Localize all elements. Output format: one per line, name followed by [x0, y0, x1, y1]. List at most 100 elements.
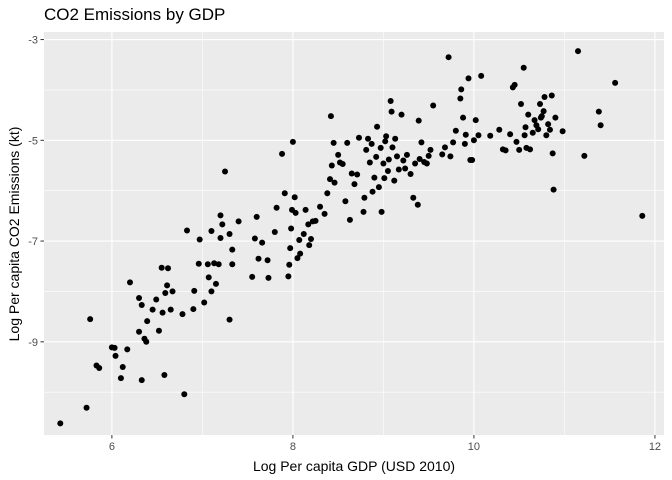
data-point — [441, 144, 448, 151]
data-point — [138, 302, 145, 309]
data-point — [639, 212, 646, 219]
data-point — [540, 108, 547, 115]
data-point — [559, 128, 566, 135]
data-point — [143, 338, 150, 345]
data-point — [521, 132, 528, 139]
data-point — [324, 190, 331, 197]
data-point — [392, 135, 399, 142]
data-point — [346, 216, 353, 223]
data-point — [57, 420, 64, 427]
data-point — [391, 177, 398, 184]
data-point — [412, 160, 419, 167]
data-point — [327, 176, 334, 183]
data-point — [117, 375, 124, 382]
data-point — [378, 208, 385, 215]
data-point — [219, 221, 226, 228]
data-point — [155, 327, 162, 334]
data-point — [496, 126, 503, 133]
data-point — [389, 144, 396, 151]
data-point — [368, 140, 375, 147]
data-point — [365, 135, 372, 142]
data-point — [273, 204, 280, 211]
data-point — [165, 265, 171, 272]
data-point — [460, 114, 467, 121]
data-point — [525, 111, 532, 118]
data-point — [447, 153, 454, 160]
data-point — [541, 93, 548, 100]
data-point — [201, 299, 208, 306]
data-point — [538, 113, 545, 120]
data-point — [312, 217, 319, 224]
data-point — [264, 257, 271, 264]
data-point — [548, 92, 555, 99]
data-point — [452, 127, 459, 134]
data-point — [545, 121, 552, 128]
data-point — [462, 131, 469, 138]
data-point — [395, 166, 402, 173]
data-point — [126, 279, 133, 286]
data-point — [511, 81, 518, 88]
data-point — [317, 203, 324, 210]
data-point — [331, 179, 338, 186]
data-point — [249, 273, 256, 280]
data-point — [215, 261, 222, 268]
data-point — [380, 160, 387, 167]
data-point — [271, 228, 278, 235]
data-point — [179, 311, 186, 318]
x-axis-title: Log Per capita GDP (USD 2010) — [253, 458, 455, 474]
data-point — [190, 306, 197, 313]
data-point — [529, 129, 536, 136]
y-tick-label: -5 — [28, 135, 38, 147]
data-point — [527, 146, 534, 153]
x-tick-label: 10 — [468, 441, 480, 453]
data-point — [423, 160, 430, 167]
data-point — [300, 231, 307, 238]
data-point — [388, 108, 395, 115]
data-point — [136, 328, 143, 335]
x-tick-label: 8 — [290, 441, 296, 453]
data-point — [383, 133, 390, 140]
data-point — [321, 210, 328, 217]
y-axis: -9 -7 -5 -3 — [28, 35, 44, 349]
data-point — [377, 144, 384, 151]
data-point — [470, 137, 477, 144]
data-point — [465, 75, 472, 82]
chart-title: CO2 Emissions by GDP — [44, 5, 225, 24]
data-point — [330, 139, 337, 146]
data-point — [287, 245, 294, 252]
data-point — [355, 134, 362, 141]
data-point — [297, 250, 304, 257]
data-point — [265, 274, 272, 281]
data-point — [430, 102, 437, 109]
data-point — [195, 260, 202, 267]
x-tick-label: 12 — [649, 441, 661, 453]
data-point — [575, 48, 582, 55]
data-point — [360, 208, 367, 215]
data-point — [502, 147, 509, 154]
data-point — [288, 225, 295, 232]
x-axis: 6 8 10 12 — [109, 435, 661, 453]
data-point — [374, 123, 381, 130]
plot-panel — [44, 32, 664, 435]
data-point — [87, 316, 94, 323]
data-point — [222, 168, 229, 175]
data-point — [384, 168, 391, 175]
data-point — [294, 255, 301, 262]
data-point — [327, 113, 334, 120]
data-point — [531, 117, 538, 124]
grid-minor — [44, 32, 664, 435]
data-point — [328, 162, 335, 169]
data-point — [226, 231, 233, 238]
data-point — [259, 239, 266, 246]
data-point — [418, 139, 425, 146]
data-point — [595, 108, 602, 115]
data-point — [208, 227, 215, 234]
data-point — [204, 261, 211, 268]
data-point — [478, 72, 485, 79]
data-point — [144, 318, 151, 325]
data-point — [450, 139, 457, 146]
data-point — [546, 126, 553, 133]
data-point — [516, 146, 523, 153]
data-point — [385, 156, 392, 163]
